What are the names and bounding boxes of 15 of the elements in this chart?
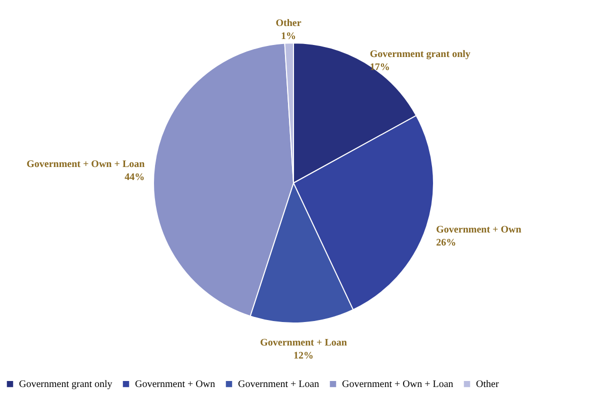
slice-label: Government + Own + Loan: [26, 159, 146, 170]
legend-label: Government + Loan: [238, 379, 320, 390]
data-label: 44%: [124, 172, 145, 184]
data-label: 12%: [294, 350, 314, 362]
slice-label: Other: [276, 18, 302, 30]
legend-label: Government + Own: [135, 379, 216, 390]
slice-label: Government + Loan: [260, 338, 348, 349]
legend-label: Government grant only: [19, 379, 112, 390]
slice-label: Government grant only: [370, 48, 470, 60]
data-label: 17%: [370, 62, 390, 73]
legend-label: Other: [476, 379, 500, 390]
legend-label: Government + Own + Loan: [342, 379, 454, 390]
data-label: 26%: [436, 237, 456, 248]
data-label: 1%: [280, 31, 296, 42]
slice-label: Government + Own: [436, 224, 522, 236]
